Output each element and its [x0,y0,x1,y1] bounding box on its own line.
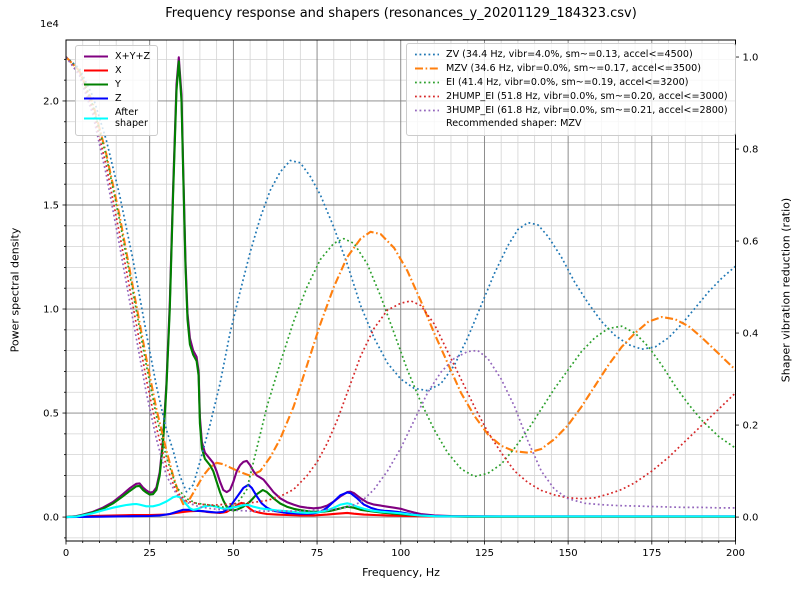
legend-item-x: X [83,64,150,78]
line-swatch-icon [415,81,439,84]
series-y [66,60,736,519]
legend-item-mzv: MZV (34.6 Hz, vibr=0.0%, sm~=0.17, accel… [414,62,728,76]
y-left-tick-label: 0.5 [43,409,59,420]
x-tick-label: 200 [726,548,745,559]
x-tick-label: 150 [559,548,578,559]
legend-item-y: Y [83,78,150,92]
series-ei [66,56,736,508]
y-left-tick-label: 0.0 [43,513,59,524]
legend-item-label: X+Y+Z [115,51,151,63]
y-right-tick-label: 0.0 [743,513,759,524]
x-tick-label: 50 [227,548,240,559]
x-tick-label: 175 [642,548,661,559]
series-z [66,483,736,519]
y-right-tick-label: 0.4 [743,329,759,340]
recommended-shaper-text: Recommended shaper: MZV [446,118,582,130]
x-tick-label: 75 [311,548,324,559]
series-x+y+z [66,56,736,519]
legend-item-label: EI (41.4 Hz, vibr=0.0%, sm~=0.19, accel<… [446,76,689,88]
legend-item-ei: EI (41.4 Hz, vibr=0.0%, sm~=0.19, accel<… [414,76,728,90]
legend-psd: X+Y+Z X Y Z After shaper [75,45,159,137]
x-axis-label: Frequency, Hz [362,566,440,579]
y-left-tick-label: 1.5 [43,200,59,211]
line-swatch-icon [415,95,439,98]
axis-ticks [62,56,739,545]
line-swatch-icon [84,69,108,72]
y-right-tick-label: 0.6 [743,237,759,248]
x-tick-label: 0 [63,548,69,559]
y-right-tick-label: 1.0 [743,53,759,64]
series-group [66,56,736,519]
series-after-shaper [66,495,736,519]
y-axis-offset-text: 1e4 [40,19,59,30]
y-left-tick-label: 1.0 [43,305,59,316]
line-swatch-icon [415,54,439,56]
legend-item-3hump_ei: 3HUMP_EI (61.8 Hz, vibr=0.0%, sm~=0.21, … [414,103,728,117]
legend-item-x+y+z: X+Y+Z [83,50,150,64]
legend-item-z: Z [83,91,150,105]
legend-item-2hump_ei: 2HUMP_EI (51.8 Hz, vibr=0.0%, sm~=0.20, … [414,89,728,103]
legend-item-after-shaper: After shaper [83,105,150,131]
x-tick-label: 125 [475,548,494,559]
y-axis-label-right: Shaper vibration reduction (ratio) [779,197,793,383]
legend-item-label: 2HUMP_EI (51.8 Hz, vibr=0.0%, sm~=0.20, … [446,90,728,102]
y-axis-label-left: Power spectral density [8,227,22,353]
x-tick-label: 100 [391,548,410,559]
legend-item-label: Y [115,78,121,90]
x-tick-label: 25 [143,548,156,559]
legend-item-label: Z [115,92,122,104]
legend-item-label: After shaper [115,107,148,130]
legend-item-label: 3HUMP_EI (61.8 Hz, vibr=0.0%, sm~=0.21, … [446,104,728,116]
y-right-tick-label: 0.8 [743,145,759,156]
line-swatch-icon [84,117,108,120]
y-right-tick-label: 0.2 [743,421,759,432]
line-swatch-icon [415,109,439,111]
legend-shapers: ZV (34.4 Hz, vibr=4.0%, sm~=0.13, accel<… [406,43,736,136]
legend-item-zv: ZV (34.4 Hz, vibr=4.0%, sm~=0.13, accel<… [414,48,728,62]
line-swatch-icon [84,97,108,100]
line-swatch-icon [84,83,108,86]
series-2hump_ei [66,56,736,506]
line-swatch-icon [415,67,439,70]
y-left-tick-label: 2.0 [43,96,59,107]
legend-item-label: MZV (34.6 Hz, vibr=0.0%, sm~=0.17, accel… [446,63,701,75]
legend-item-label: X [115,65,122,77]
series-3hump_ei [66,56,736,512]
legend-item-label: ZV (34.4 Hz, vibr=4.0%, sm~=0.13, accel<… [446,49,693,61]
chart-title: Frequency response and shapers (resonanc… [165,6,637,21]
line-swatch-icon [84,55,108,58]
legend-recommended-shaper-note: Recommended shaper: MZV [414,117,728,131]
